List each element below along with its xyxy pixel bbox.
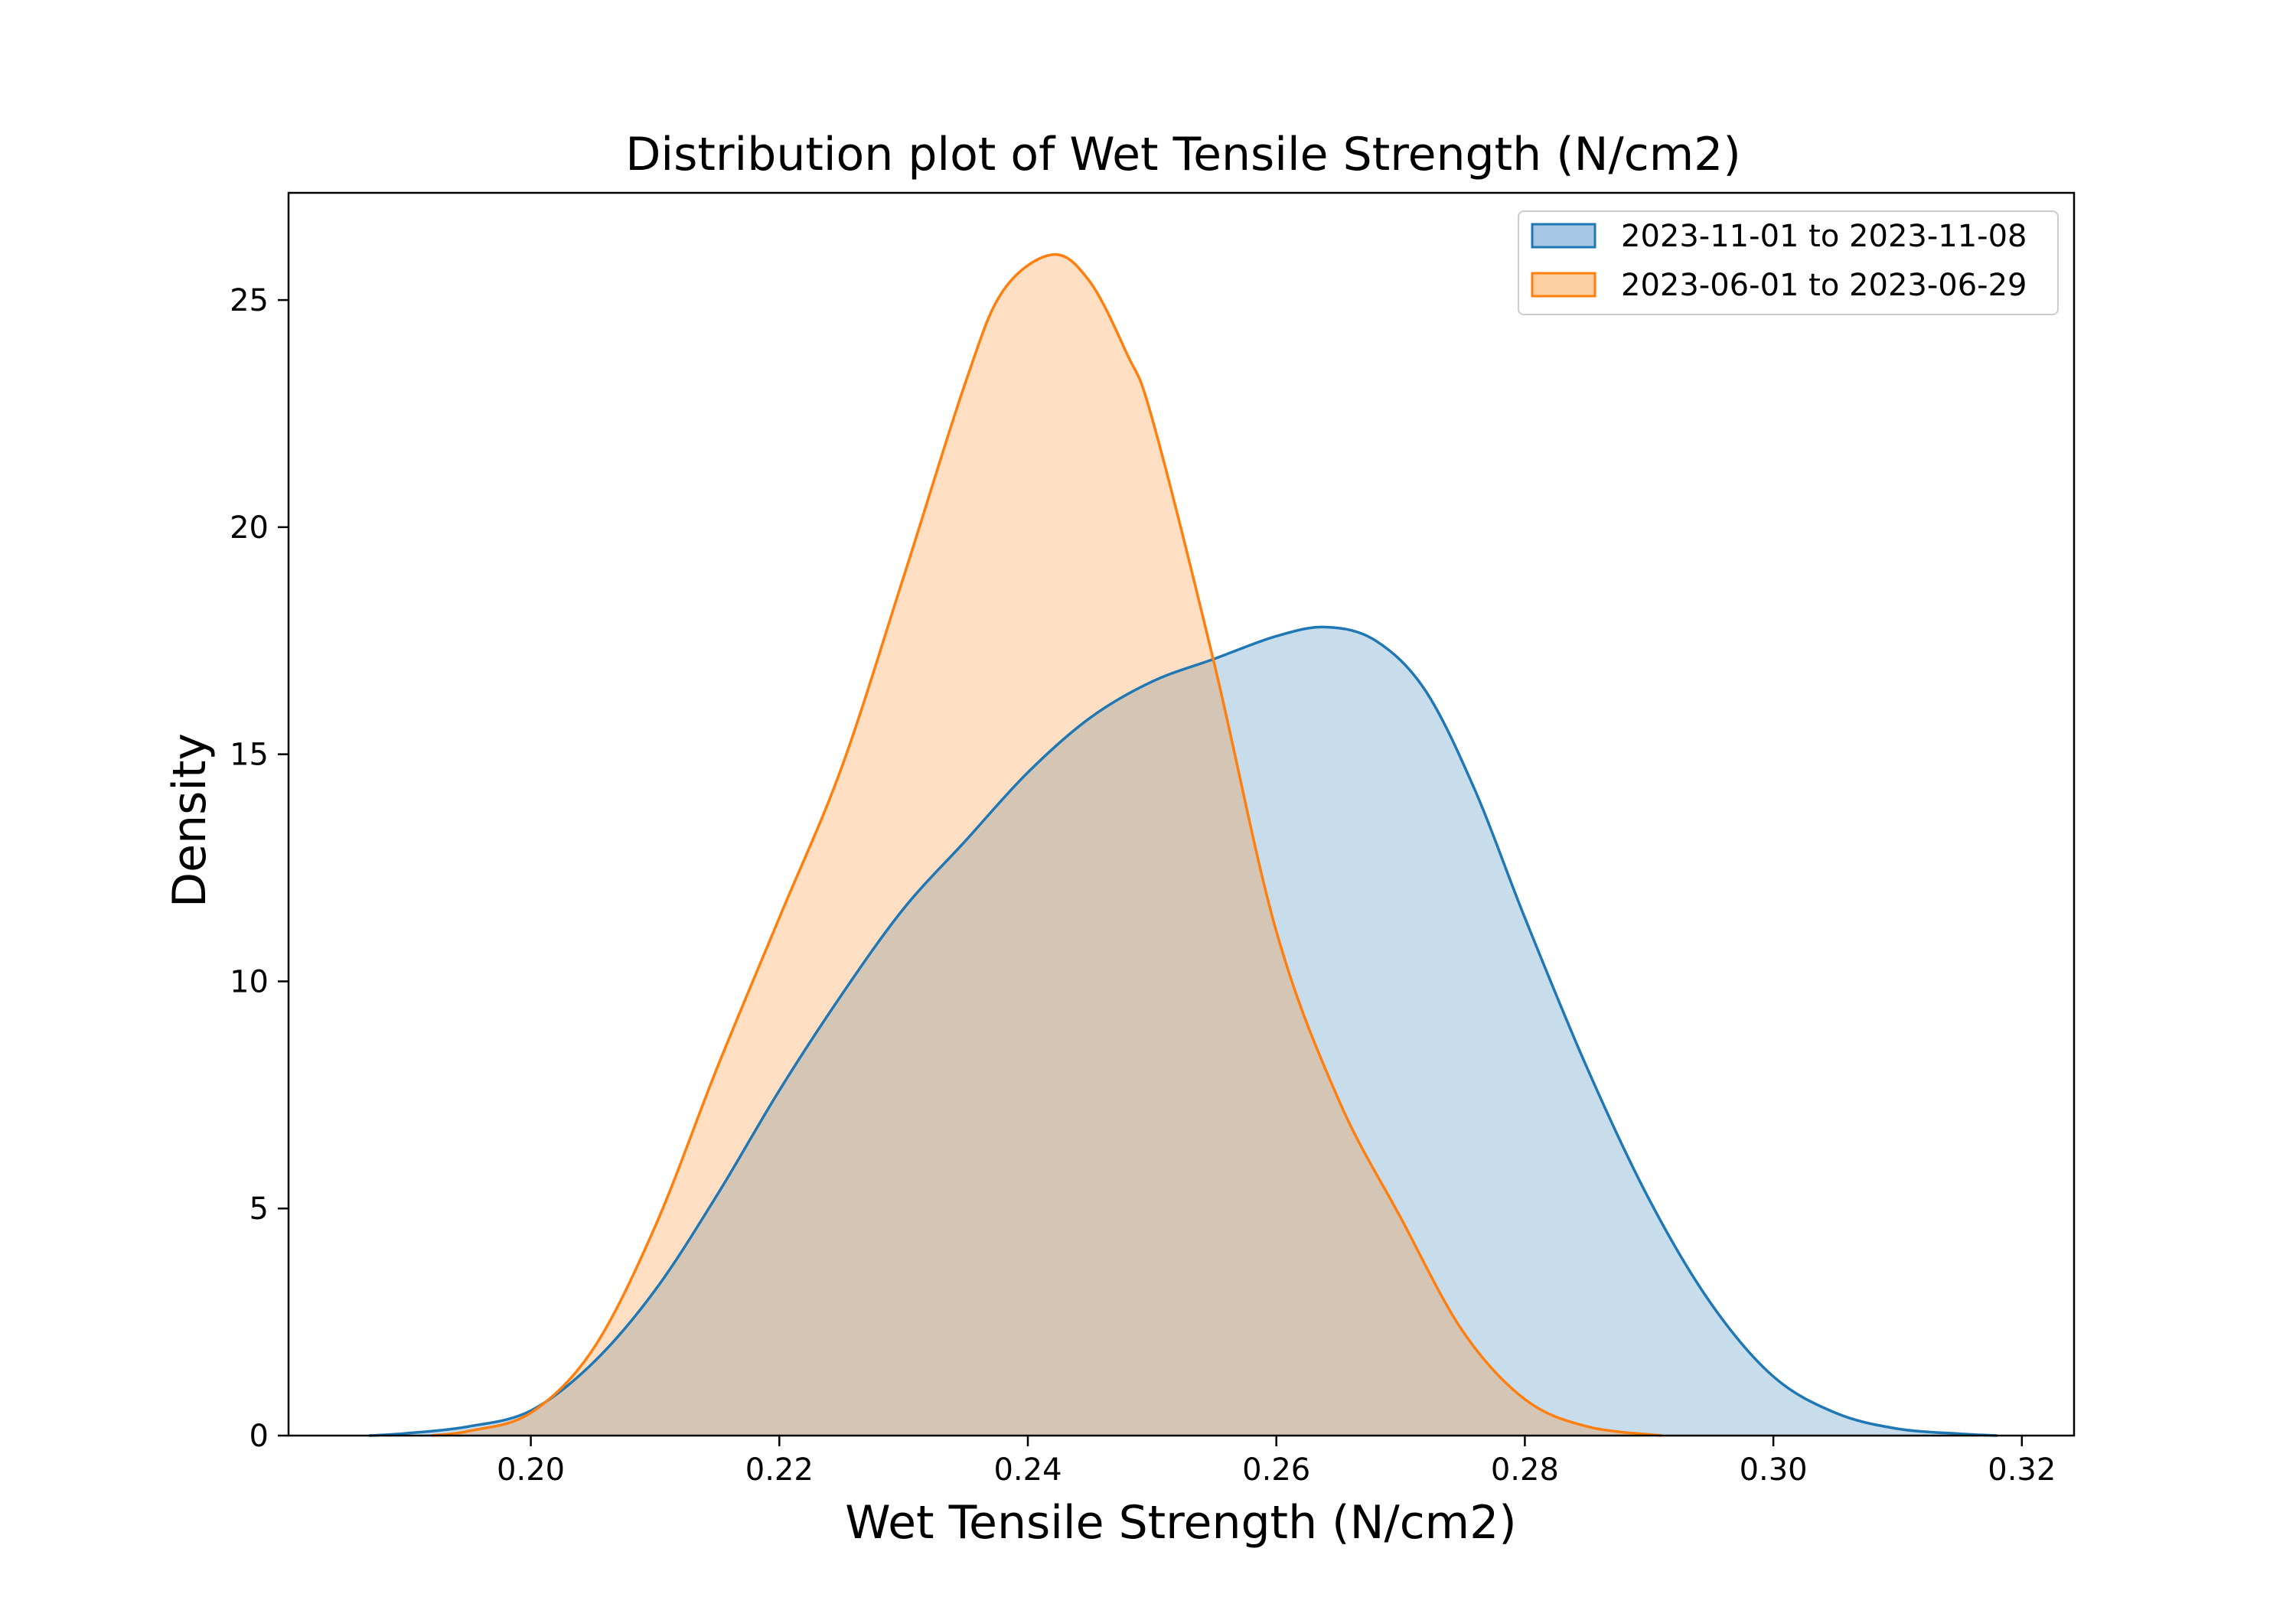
chart-title: Distribution plot of Wet Tensile Strengt… — [625, 128, 1741, 181]
x-axis: 0.20 0.22 0.24 0.26 0.28 0.30 0.32 — [497, 1436, 2056, 1488]
y-tick-label: 25 — [230, 283, 269, 318]
y-tick-label: 20 — [230, 510, 269, 546]
legend-label-series-2: 2023-06-01 to 2023-06-29 — [1621, 268, 2027, 303]
x-tick-label: 0.22 — [745, 1452, 814, 1488]
plot-area — [369, 253, 1998, 1437]
y-tick-label: 10 — [230, 964, 269, 999]
y-tick-label: 15 — [230, 738, 269, 773]
legend-swatch-series-2 — [1531, 272, 1596, 298]
legend-swatch-series-1 — [1531, 223, 1596, 249]
x-tick-label: 0.32 — [1988, 1452, 2056, 1488]
legend-frame — [1518, 210, 2059, 315]
legend-label-series-1: 2023-11-01 to 2023-11-08 — [1621, 219, 2027, 254]
y-tick-label: 5 — [249, 1191, 269, 1227]
x-tick-label: 0.28 — [1491, 1452, 1559, 1488]
series-2-area — [431, 254, 1662, 1436]
x-tick-label: 0.26 — [1242, 1452, 1310, 1488]
series-lines — [369, 253, 1998, 1437]
y-tick-label: 0 — [249, 1419, 269, 1454]
series-1-area — [369, 627, 1998, 1436]
x-tick-label: 0.24 — [993, 1452, 1062, 1488]
series-fills — [369, 254, 1998, 1436]
x-axis-label: Wet Tensile Strength (N/cm2) — [845, 1496, 1516, 1550]
x-tick-label: 0.30 — [1740, 1452, 1808, 1488]
y-axis: 0 5 10 15 20 25 — [230, 283, 289, 1454]
plot-frame — [287, 191, 2076, 1437]
y-axis-label: Density — [163, 733, 217, 908]
series-2-line — [431, 253, 1662, 1437]
legend: 2023-11-01 to 2023-11-08 2023-06-01 to 2… — [1518, 210, 2059, 315]
x-tick-label: 0.20 — [497, 1452, 565, 1488]
